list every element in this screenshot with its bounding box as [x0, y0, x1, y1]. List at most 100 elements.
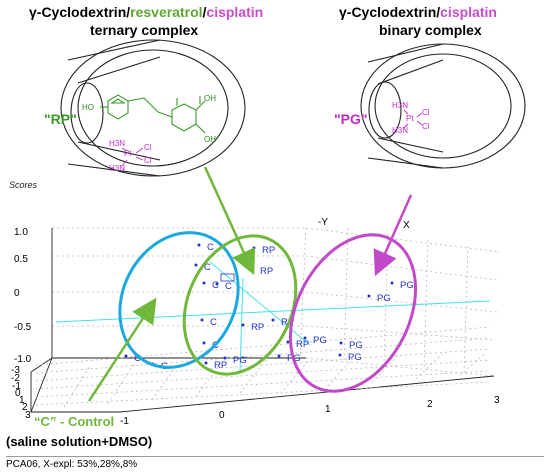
svg-text:H3N: H3N [392, 126, 408, 135]
z-tick-label: 1.0 [14, 227, 28, 238]
score-point-label: RP [251, 322, 264, 333]
floor-grid-line [327, 356, 355, 387]
ternary-cisplatin: H3N Pt Cl Cl H3N [109, 139, 152, 173]
left-tick-label: -2 [11, 373, 20, 384]
ternary-subtitle: ternary complex [90, 22, 198, 38]
score-point-label: PG [349, 340, 363, 351]
grid-line [305, 357, 495, 377]
floor-grid-line [35, 370, 491, 398]
ternary-tag: "RP" [44, 111, 77, 127]
score-point [339, 341, 343, 345]
ternary-cyclodextrin-cone [60, 39, 246, 177]
footer-caption: PCA06, X-expl: 53%,28%,8% [6, 456, 544, 470]
floor-grid-line [459, 352, 487, 376]
score-point-label: PG [313, 335, 327, 346]
bottom-tick-label: 1 [325, 404, 331, 415]
oh-top-label: OH [204, 94, 216, 103]
score-point [277, 354, 281, 358]
z-tick-label: 0.5 [14, 254, 28, 265]
score-point [215, 282, 219, 286]
control-arrow [87, 297, 157, 402]
score-point [252, 246, 256, 250]
bottom-tick-label: -1 [120, 416, 129, 427]
svg-text:Cl: Cl [144, 143, 152, 152]
floor-grid-line [283, 358, 311, 390]
svg-text:Cl: Cl [144, 156, 152, 165]
ternary-title: γ-Cyclodextrin/resveratrol/cisplatin [29, 4, 263, 20]
score-point-label: PG [377, 293, 391, 304]
floor-grid-line [415, 353, 443, 380]
floor-left-line [30, 357, 53, 413]
score-point-label: RP [260, 266, 273, 277]
ternary-arrow [203, 166, 256, 276]
score-point [200, 318, 204, 322]
oh-bottom-label: OH [204, 135, 216, 144]
score-point [124, 354, 128, 358]
score-point [303, 336, 307, 340]
score-point-label: C [210, 317, 217, 328]
z-tick-label: -1.0 [14, 354, 32, 365]
floor-grid-line [239, 359, 267, 394]
axis-mark-label: X [403, 220, 410, 231]
left-tick-label: 1 [19, 395, 25, 406]
z-tick-label: 0 [14, 288, 20, 299]
svg-text:Cl: Cl [422, 122, 430, 131]
score-point-label: C [212, 280, 219, 291]
bottom-tick-label: 0 [219, 410, 225, 421]
resveratrol-molecule [100, 94, 206, 134]
floor-grid-line [35, 348, 491, 382]
score-point [197, 243, 201, 247]
score-point-label: PG [233, 355, 247, 366]
svg-text:Cl: Cl [422, 108, 430, 117]
axis-mark-label: -Y [318, 217, 328, 228]
control-detail-label: (saline solution+DMSO) [6, 434, 152, 449]
pc2-axis-line [209, 261, 311, 346]
grid-line [305, 325, 497, 341]
left-tick-label: 0 [15, 388, 21, 399]
score-point [204, 361, 208, 365]
grid-line [343, 227, 349, 361]
overlap-marker [220, 273, 235, 282]
score-point [286, 340, 290, 344]
svg-text:Pt: Pt [124, 149, 132, 158]
score-point-label: RP [296, 339, 309, 350]
score-point-label: C [207, 242, 214, 253]
binary-cisplatin: H3N Pt Cl Cl H3N [392, 101, 430, 135]
left-tick-label: 3 [25, 410, 31, 421]
grid-line [305, 291, 498, 313]
score-point [202, 281, 206, 285]
score-point [223, 356, 227, 360]
ternary-cluster-ellipse [182, 234, 298, 376]
bottom-tick-label: 3 [494, 395, 500, 406]
left-tick-label: -3 [11, 365, 20, 376]
z-tick-label: -0.5 [14, 322, 32, 333]
svg-text:Pt: Pt [406, 114, 414, 123]
scores-label: Scores [9, 180, 38, 190]
floor-grid-line [35, 381, 491, 406]
score-point-label: RP [262, 245, 275, 256]
svg-text:H3N: H3N [109, 139, 125, 148]
binary-tag: "PG" [334, 111, 368, 127]
svg-text:H3N: H3N [392, 101, 408, 110]
pc1-axis-line [55, 300, 491, 323]
binary-title: γ-Cyclodextrin/cisplatin [339, 4, 497, 20]
score-point [250, 267, 254, 271]
score-point [241, 323, 245, 327]
grid-line [463, 245, 469, 373]
score-point [390, 281, 394, 285]
floor-grid-line [195, 361, 223, 397]
svg-text:H3N: H3N [109, 164, 125, 173]
left-tick-label: 2 [22, 402, 28, 413]
score-point-label: PG [400, 280, 414, 291]
score-point [271, 318, 275, 322]
binary-arrow [373, 194, 413, 277]
ho-label: HO [82, 103, 94, 112]
score-point-label: PG [348, 352, 362, 363]
score-point [202, 341, 206, 345]
score-point [194, 263, 198, 267]
score-point-label: C [134, 353, 141, 364]
score-point-label: C [204, 262, 211, 273]
score-point-label: RP [214, 360, 227, 371]
